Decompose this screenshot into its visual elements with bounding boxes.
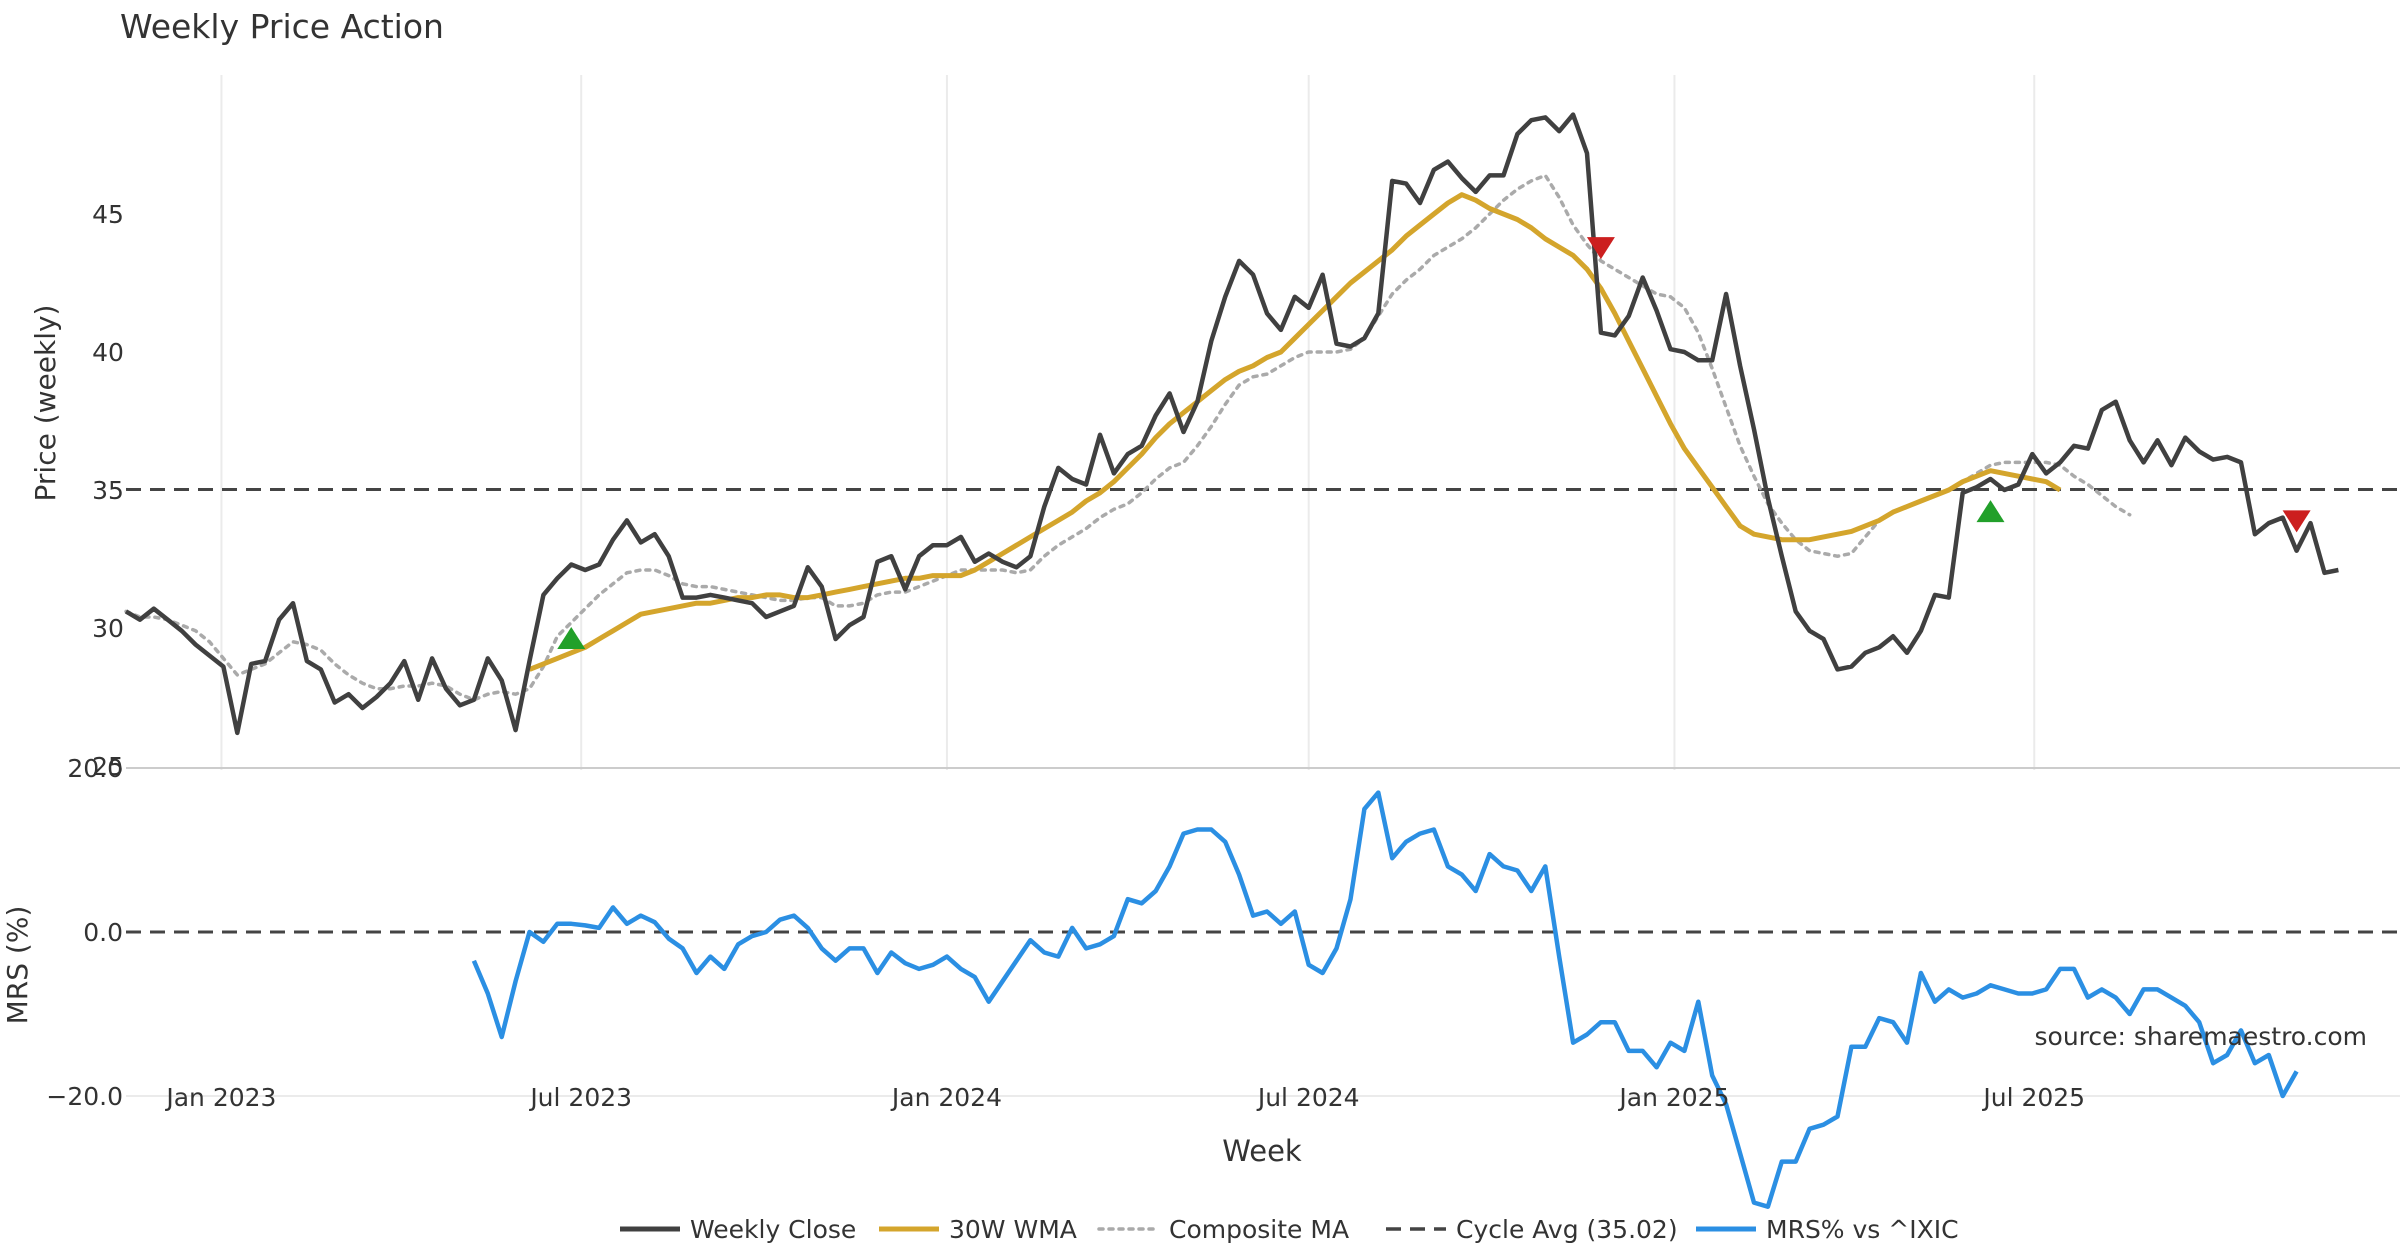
price-y-tick-label: 40 — [92, 338, 124, 367]
price-y-tick-label: 30 — [92, 614, 124, 643]
x-tick-label: Jan 2023 — [164, 1083, 276, 1112]
mrs-panel: 20.0 0.0 −20.0 MRS (%) source: sharemaestr… — [1, 754, 2400, 1209]
price-y-tick-label: 25 — [92, 752, 124, 781]
x-tick-label: Jul 2024 — [1256, 1083, 1360, 1112]
source-annotation: source: sharemaestro.com — [2035, 1022, 2368, 1051]
price-y-tick-label: 45 — [92, 200, 124, 229]
price-series-group — [124, 112, 2400, 736]
legend-item: Composite MA — [1097, 1215, 1349, 1244]
legend-item: Weekly Close — [620, 1215, 856, 1244]
mrs-y-tick-label: −20.0 — [46, 1082, 123, 1111]
mrs-y-axis-label: MRS (%) — [1, 906, 34, 1025]
mrs-y-ticks: 20.0 0.0 −20.0 — [46, 754, 123, 1111]
buy-signal-marker — [557, 627, 586, 650]
x-tick-label: Jul 2023 — [528, 1083, 632, 1112]
legend-label: 30W WMA — [949, 1215, 1077, 1244]
mrs-y-tick-label: 20.0 — [67, 754, 123, 783]
chart-title: Weekly Price Action — [120, 7, 444, 46]
price-panel: 25 30 35 40 45 Price (weekly) — [29, 75, 2400, 781]
legend: Weekly Close 30W WMA Composite MA Cycle Avg… — [620, 1215, 1959, 1244]
price-y-axis-label: Price (weekly) — [29, 305, 62, 502]
legend-label: Composite MA — [1169, 1215, 1349, 1244]
legend-item: Cycle Avg (35.02) — [1386, 1215, 1678, 1244]
x-axis-label: Week — [1222, 1134, 1302, 1168]
price-y-tick-label: 35 — [92, 476, 124, 505]
legend-item: 30W WMA — [879, 1215, 1077, 1244]
price-y-ticks: 25 30 35 40 45 — [92, 200, 124, 781]
wma-30w-line — [528, 192, 2062, 672]
legend-label: MRS% vs ^IXIC — [1766, 1215, 1959, 1244]
buy-signal-marker — [1976, 500, 2005, 523]
sell-signal-marker — [2282, 510, 2311, 533]
signal-markers — [557, 237, 2311, 650]
composite-ma-line — [124, 173, 2132, 702]
weekly-close-line — [124, 112, 2339, 736]
price-gridlines — [220, 75, 2036, 770]
x-tick-label: Jul 2025 — [1981, 1083, 2085, 1112]
legend-item: MRS% vs ^IXIC — [1696, 1215, 1959, 1244]
x-tick-label: Jan 2024 — [890, 1083, 1002, 1112]
legend-label: Cycle Avg (35.02) — [1456, 1215, 1678, 1244]
mrs-series-group — [126, 790, 2400, 1209]
x-axis-ticks: Jan 2023 Jul 2023 Jan 2024 Jul 2024 Jan 2025… — [164, 1083, 2085, 1112]
mrs-line — [471, 790, 2299, 1209]
mrs-gridlines — [126, 767, 2400, 1097]
legend-label: Weekly Close — [690, 1215, 856, 1244]
mrs-y-tick-label: 0.0 — [83, 918, 123, 947]
sell-signal-marker — [1586, 237, 1615, 260]
x-tick-label: Jan 2025 — [1617, 1083, 1729, 1112]
